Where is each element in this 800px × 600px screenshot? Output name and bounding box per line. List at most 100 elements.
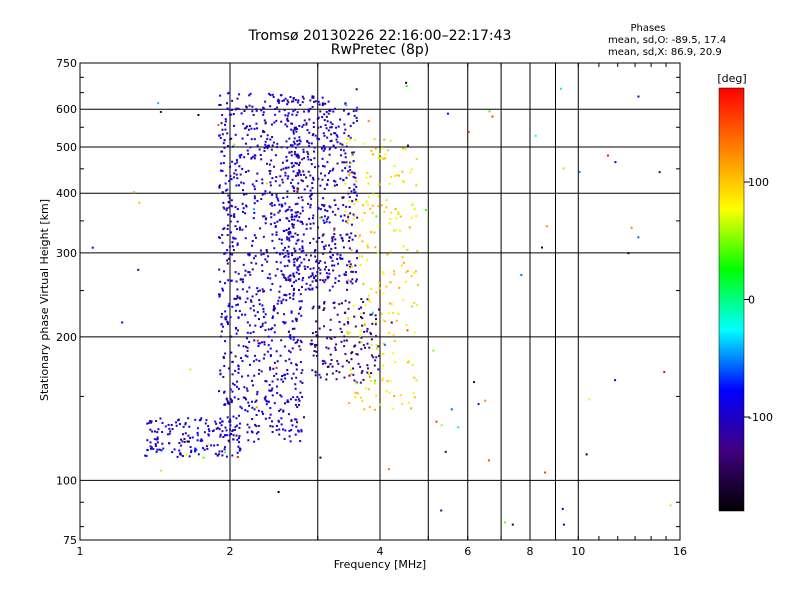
echo-point [273, 121, 276, 124]
echo-point [345, 205, 348, 208]
echo-point [261, 412, 264, 415]
echo-point [282, 380, 285, 383]
echo-point [319, 278, 322, 281]
echo-point [323, 204, 326, 207]
echo-point [389, 379, 392, 382]
legend-line-o: mean, sd,O: -89.5, 17.4 [608, 35, 726, 46]
echo-point [440, 424, 443, 427]
echo-point [207, 428, 210, 431]
echo-point [232, 248, 235, 251]
echo-point [274, 274, 277, 277]
echo-point [283, 255, 286, 258]
echo-point [382, 292, 385, 295]
echo-point [356, 392, 359, 395]
echo-point [238, 93, 241, 96]
x-tick-label: 4 [377, 545, 384, 558]
echo-point [338, 371, 341, 374]
echo-point [337, 280, 340, 283]
echo-point [232, 438, 235, 441]
echo-point [260, 135, 263, 138]
echo-point [349, 171, 352, 174]
echo-point [406, 270, 409, 273]
echo-point [229, 220, 232, 223]
echo-point [334, 246, 337, 249]
echo-point [251, 268, 254, 271]
echo-point [231, 99, 234, 102]
echo-point [329, 328, 332, 331]
echo-point [275, 385, 278, 388]
echo-point [351, 154, 354, 157]
echo-point [220, 315, 223, 318]
echo-point [226, 188, 229, 191]
echo-point [238, 310, 241, 313]
echo-point [235, 332, 238, 335]
echo-point [297, 398, 300, 401]
echo-point [334, 213, 337, 216]
echo-point [339, 177, 342, 180]
echo-point [382, 157, 385, 160]
echo-point [308, 118, 311, 121]
echo-point [196, 439, 199, 442]
echo-point [234, 108, 237, 111]
echo-point [263, 119, 266, 122]
echo-point [289, 334, 292, 337]
echo-point [281, 273, 284, 276]
echo-point [346, 221, 349, 224]
echo-point [409, 171, 412, 174]
x-tick-label: 2 [227, 545, 234, 558]
echo-point [236, 451, 239, 454]
echo-point [290, 235, 293, 238]
echo-point [318, 373, 321, 376]
echo-point [268, 389, 271, 392]
echo-point [229, 175, 232, 178]
echo-point [288, 137, 291, 140]
echo-point [541, 246, 544, 249]
echo-point [233, 216, 236, 219]
echo-point [387, 468, 390, 471]
echo-point [252, 304, 255, 307]
echo-point [363, 322, 366, 325]
echo-point [248, 253, 251, 256]
echo-point [312, 214, 315, 217]
echo-point [292, 100, 295, 103]
echo-point [377, 345, 380, 348]
echo-point [413, 301, 416, 304]
echo-point [229, 397, 232, 400]
echo-point [359, 330, 362, 333]
echo-point [298, 164, 301, 167]
echo-point [289, 279, 292, 282]
legend-title: Phases [630, 23, 665, 34]
echo-point [362, 204, 365, 207]
echo-point [214, 420, 217, 423]
echo-point [223, 123, 226, 126]
echo-point [318, 305, 321, 308]
echo-point [286, 264, 289, 267]
echo-point [386, 380, 389, 383]
echo-point [233, 297, 236, 300]
echo-point [207, 443, 210, 446]
echo-point [333, 132, 336, 135]
echo-point [360, 341, 363, 344]
echo-point [271, 380, 274, 383]
echo-point [614, 161, 617, 164]
echo-point [287, 175, 290, 178]
echo-point [234, 425, 237, 428]
echo-point [338, 274, 341, 277]
echo-point [273, 324, 276, 327]
echo-point [295, 425, 298, 428]
echo-point [298, 142, 301, 145]
echo-point [231, 373, 234, 376]
echo-point [491, 115, 494, 118]
echo-point [356, 216, 359, 219]
echo-point [301, 101, 304, 104]
echo-point [309, 158, 312, 161]
echo-point [227, 194, 230, 197]
echo-point [226, 400, 229, 403]
echo-point [297, 174, 300, 177]
echo-point [220, 330, 223, 333]
echo-point [364, 346, 367, 349]
echo-point [233, 260, 236, 263]
echo-point [250, 400, 253, 403]
echo-point [278, 203, 281, 206]
echo-point [186, 440, 189, 443]
